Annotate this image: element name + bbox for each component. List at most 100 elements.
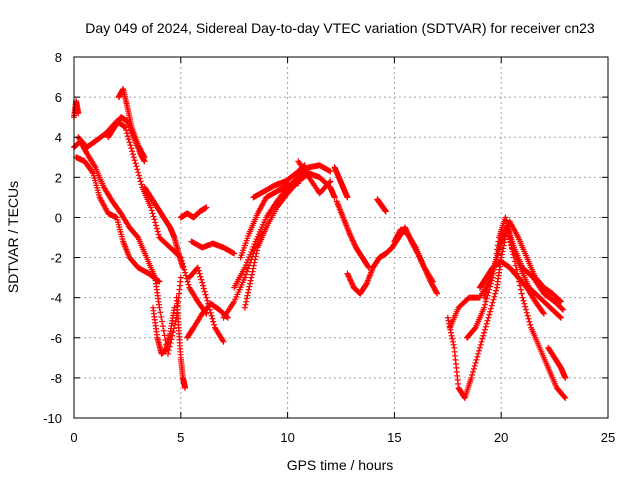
data-point (161, 332, 168, 339)
data-point (562, 374, 569, 381)
data-point (250, 265, 257, 272)
data-point (130, 154, 137, 161)
data-point (445, 317, 452, 324)
data-point (506, 232, 513, 239)
data-point (121, 123, 128, 130)
data-point (249, 268, 256, 275)
data-point (153, 222, 160, 229)
data-point (326, 179, 333, 186)
data-point (244, 259, 251, 266)
data-point (242, 301, 249, 308)
x-tick-label: 5 (177, 430, 184, 445)
data-point (131, 157, 138, 164)
data-point (249, 246, 256, 253)
data-point (243, 298, 250, 305)
data-point (202, 291, 209, 298)
data-point (135, 172, 142, 179)
data-point (540, 310, 547, 317)
data-point (295, 180, 302, 187)
data-point (470, 365, 477, 372)
data-point (134, 166, 141, 173)
data-point (248, 271, 255, 278)
y-tick-labels: -10 -8 -6 -4 -2 0 2 4 6 8 (43, 50, 62, 426)
data-point (149, 210, 156, 217)
data-point (89, 169, 96, 176)
data-point (203, 204, 210, 211)
data-point (524, 312, 531, 319)
data-point (182, 269, 189, 276)
data-point (184, 278, 191, 285)
data-point (561, 393, 568, 400)
data-point (252, 256, 259, 263)
data-point (126, 139, 133, 146)
data-point (230, 249, 237, 256)
data-point (242, 271, 249, 278)
data-point (247, 277, 254, 284)
data-point (196, 270, 203, 277)
data-point (519, 294, 526, 301)
data-point (327, 178, 334, 185)
data-point (365, 263, 372, 270)
data-point (177, 274, 184, 281)
data-point (508, 241, 515, 248)
x-tick-label: 15 (387, 430, 401, 445)
data-point (164, 350, 171, 357)
x-axis-label: GPS time / hours (287, 457, 394, 473)
data-point (480, 332, 487, 339)
data-point (246, 254, 253, 261)
data-point (481, 329, 488, 336)
data-point (263, 224, 270, 231)
data-point (207, 309, 214, 316)
data-point (327, 168, 334, 175)
data-point (148, 207, 155, 214)
data-point (486, 311, 493, 318)
data-point (250, 262, 257, 269)
data-point (251, 259, 258, 266)
data-point (500, 245, 507, 252)
data-point (155, 231, 162, 238)
data-point (483, 320, 490, 327)
data-point (247, 251, 254, 258)
y-tick-label: -8 (50, 371, 62, 386)
data-point (129, 148, 136, 155)
data-point (481, 304, 488, 311)
y-tick-label: 4 (55, 130, 62, 145)
data-point (123, 127, 130, 134)
y-axis-label: SDTVAR / TECUs (5, 181, 21, 293)
data-point (243, 295, 250, 302)
data-point (198, 276, 205, 283)
data-point (158, 313, 165, 320)
y-tick-label: 0 (55, 210, 62, 225)
data-point (558, 314, 565, 321)
data-point (474, 353, 481, 360)
data-point (493, 287, 500, 294)
data-point (326, 167, 333, 174)
data-point (152, 219, 159, 226)
data-point (209, 315, 216, 322)
data-point (481, 326, 488, 333)
grid-lines (74, 57, 608, 418)
data-point (491, 293, 498, 300)
data-point (522, 303, 529, 310)
data-point (254, 247, 261, 254)
data-point (210, 318, 217, 325)
data-point (476, 344, 483, 351)
data-point (248, 248, 255, 255)
data-point (247, 280, 254, 287)
data-point (245, 265, 252, 272)
data-point (200, 285, 207, 292)
data-point (557, 297, 564, 304)
y-tick-label: 6 (55, 90, 62, 105)
y-tick-label: 2 (55, 170, 62, 185)
data-point (245, 256, 252, 263)
data-point (471, 362, 478, 369)
data-point (562, 394, 569, 401)
data-point (133, 163, 140, 170)
data-point (129, 151, 136, 158)
data-point (448, 329, 455, 336)
data-point (498, 251, 505, 258)
data-point (482, 298, 489, 305)
data-point (556, 313, 563, 320)
data-point (344, 194, 351, 201)
